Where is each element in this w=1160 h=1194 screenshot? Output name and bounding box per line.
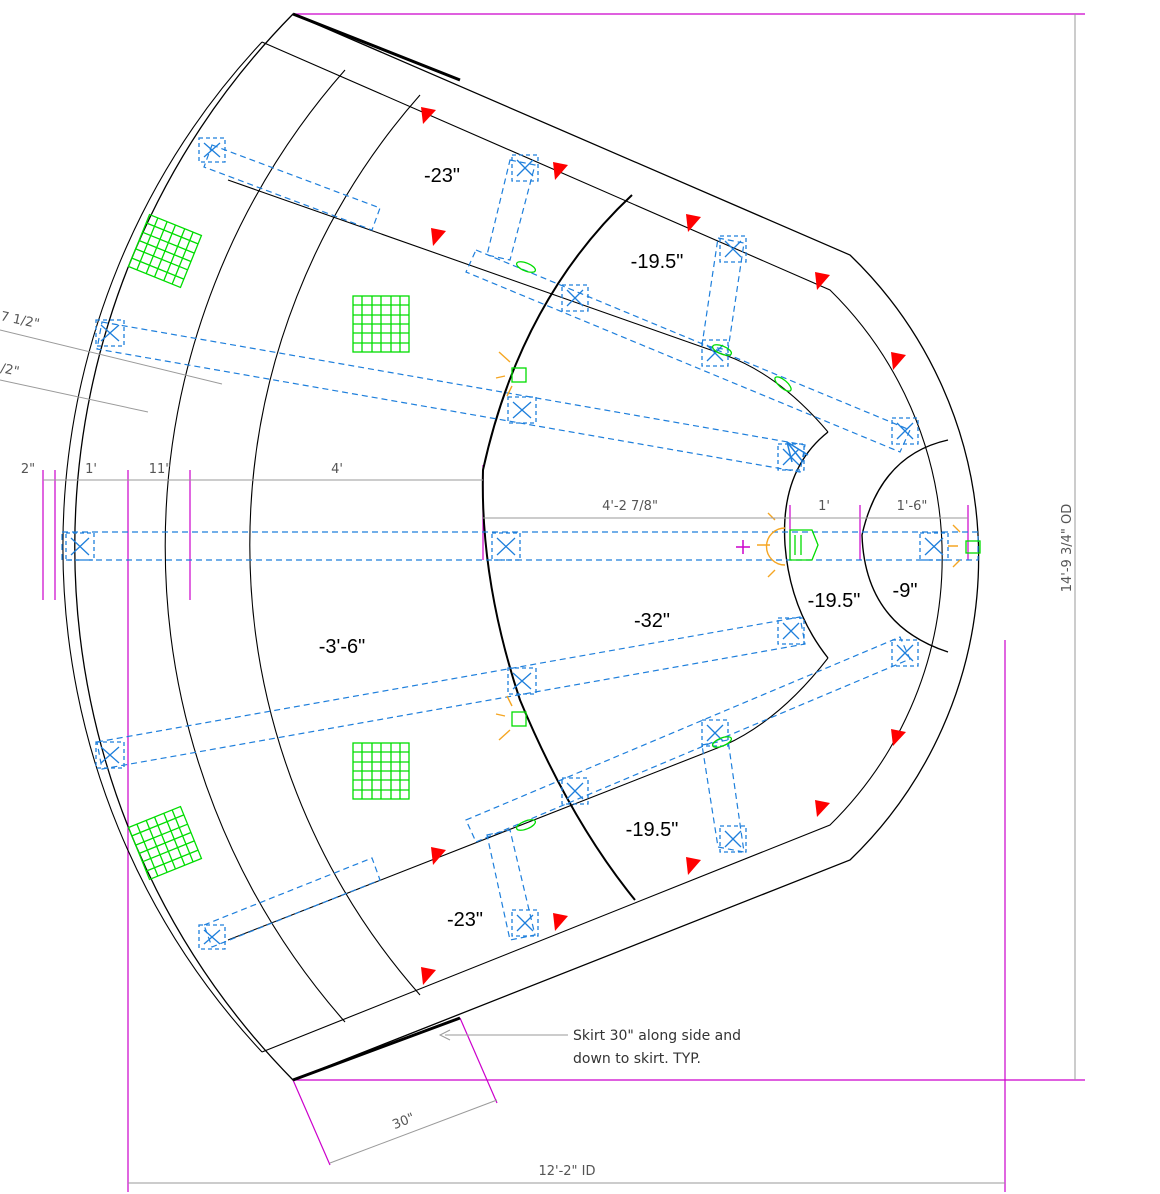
depth-label-top-step: -23" (424, 165, 460, 187)
depth-label-top-bench: -19.5" (631, 251, 684, 273)
skirt-note-line-2: down to skirt. TYP. (573, 1051, 701, 1067)
skimmer-grid-bottom (127, 805, 203, 881)
dim-11in: 11" (149, 462, 172, 477)
magenta-marker (736, 540, 750, 554)
dim-4ft-2-7-8: 4'-2 7/8" (602, 499, 658, 514)
depth-labels: -23" -19.5" -3'-6" -32" -19.5" -9" -19.5… (319, 165, 918, 931)
dimension-labels: 7 1/2" /2" 2" 1' 11" 4' 4'-2 7/8" 1' 1'-… (0, 309, 1075, 1179)
dim-1ft-6: 1'-6" (897, 499, 928, 514)
dimension-lines (0, 14, 1076, 1184)
pool-lights (495, 351, 961, 741)
dim-inner-diameter: 12'-2" ID (538, 1164, 595, 1179)
step-markers (421, 107, 906, 985)
plumbing-fittings (65, 137, 949, 950)
skimmer-grid-top (127, 213, 203, 289)
pool-outline (62, 12, 980, 1082)
dim-skirt-30: 30" (390, 1111, 417, 1133)
main-drain-bottom (352, 742, 410, 800)
dim-2in: 2" (21, 462, 35, 477)
skirt-note-line-1: Skirt 30" along side and (573, 1028, 741, 1044)
depth-label-shallow: -9" (893, 580, 918, 602)
dim-1ft-b: 1' (818, 499, 830, 514)
skirt-note: Skirt 30" along side and down to skirt. … (573, 1028, 741, 1067)
dim-4ft: 4' (331, 462, 343, 477)
green-drains-and-jets (127, 213, 981, 881)
dim-partial-top-2: /2" (0, 361, 21, 380)
depth-label-bottom-step: -23" (447, 909, 483, 931)
magenta-reference-lines (42, 13, 1085, 1192)
dim-1ft: 1' (85, 462, 97, 477)
dim-outer-diameter: 14'-9 3/4" OD (1060, 504, 1075, 593)
plumbing-runs (61, 144, 979, 948)
depth-label-mid: -32" (634, 610, 670, 632)
depth-label-bottom-bench: -19.5" (626, 819, 679, 841)
depth-label-center-bench: -19.5" (808, 590, 861, 612)
main-drain-top (352, 295, 410, 353)
dim-partial-top-1: 7 1/2" (0, 309, 41, 332)
depth-label-deep-end: -3'-6" (319, 636, 365, 658)
